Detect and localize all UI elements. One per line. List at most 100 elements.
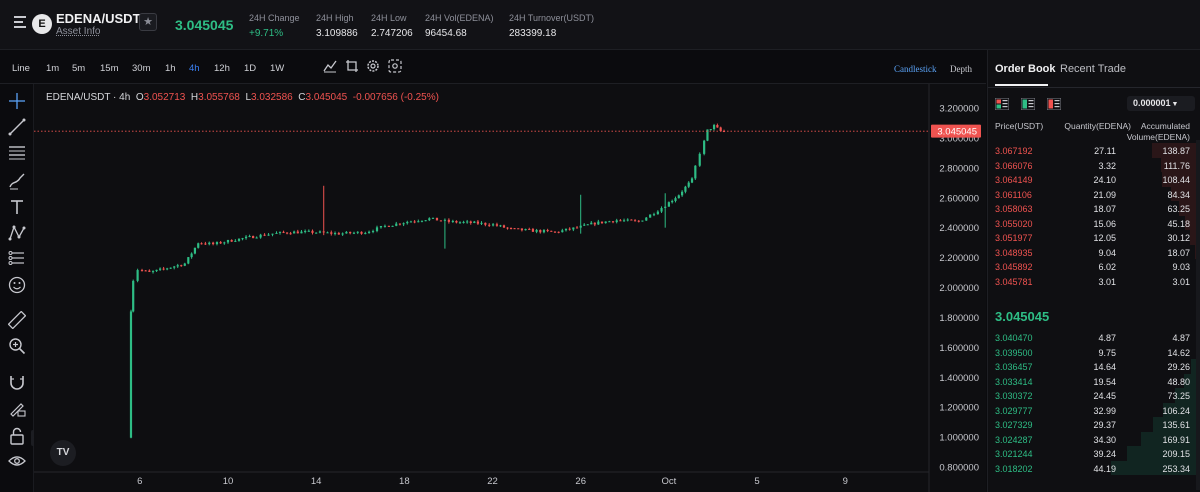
bid-row[interactable]: 3.029777 32.99 106.24 [988, 402, 1200, 417]
eye-icon[interactable] [8, 452, 26, 470]
ask-row[interactable]: 3.061106 21.09 84.34 [988, 186, 1200, 201]
legend-open: 3.052713 [143, 92, 186, 103]
timeframe-15m[interactable]: 15m [100, 63, 119, 74]
indicators-icon[interactable] [323, 59, 337, 73]
price-chart[interactable]: EDENA/USDT · 4h O3.052713 H3.055768 L3.0… [34, 84, 986, 492]
crop-icon[interactable] [345, 59, 359, 73]
screenshot-icon[interactable] [388, 59, 402, 73]
ask-row[interactable]: 3.051977 12.05 30.12 [988, 230, 1200, 245]
candle-body [473, 221, 476, 223]
ask-row[interactable]: 3.067192 27.11 138.87 [988, 143, 1200, 158]
timeframe-1d[interactable]: 1D [244, 63, 257, 74]
tab-order-book[interactable]: Order Book [995, 63, 1056, 75]
ask-row[interactable]: 3.045892 6.02 9.03 [988, 259, 1200, 274]
precision-dropdown[interactable]: 0.000001▼ [1127, 96, 1195, 111]
magnet-icon[interactable] [8, 373, 26, 391]
depth-bar [1163, 402, 1200, 417]
candle-body [223, 242, 226, 244]
view-asks-icon[interactable] [1047, 98, 1061, 110]
timeframe-4h[interactable]: 4h [189, 63, 200, 74]
ask-row[interactable]: 3.058063 18.07 63.25 [988, 201, 1200, 216]
ask-qty: 9.04 [1098, 247, 1116, 258]
depth-bar [1171, 186, 1200, 201]
y-tick-label: 1.800000 [939, 313, 979, 324]
candle-body [535, 229, 538, 232]
candle-body [326, 232, 329, 234]
timeframe-line[interactable]: Line [12, 63, 30, 74]
candle-body [645, 217, 648, 221]
y-tick-label: 1.400000 [939, 373, 979, 384]
trend-line-icon[interactable] [8, 118, 26, 136]
brush-icon[interactable] [8, 172, 26, 190]
ask-acc: 108.44 [1162, 175, 1190, 185]
fib-icon[interactable] [8, 250, 26, 268]
candle-body [671, 200, 674, 203]
legend-high: 3.055768 [198, 92, 240, 103]
emoji-icon[interactable] [8, 276, 26, 294]
view-bids-icon[interactable] [1021, 98, 1035, 110]
bid-row[interactable]: 3.033414 19.54 48.80 [988, 373, 1200, 388]
lock-icon[interactable] [8, 427, 26, 445]
stat-label: 24H Low [371, 13, 407, 23]
pattern-icon[interactable] [8, 224, 26, 242]
pair-name[interactable]: EDENA/USDT [56, 11, 141, 26]
bid-row[interactable]: 3.036457 14.64 29.26 [988, 359, 1200, 374]
legend-close: 3.045045 [305, 92, 348, 103]
candle-body [371, 231, 375, 233]
ask-row[interactable]: 3.045781 3.01 3.01 [988, 273, 1200, 288]
depth-bar [1183, 373, 1200, 388]
horizontal-lines-icon[interactable] [8, 144, 26, 162]
bid-price: 3.024287 [995, 434, 1033, 445]
zoom-icon[interactable] [8, 337, 26, 355]
depth-bar [1190, 359, 1200, 374]
timeframe-12h[interactable]: 12h [214, 63, 230, 74]
menu-icon[interactable] [14, 16, 28, 28]
ask-acc: 18.07 [1167, 247, 1190, 258]
timeframe-1m[interactable]: 1m [46, 63, 60, 74]
bid-row[interactable]: 3.039500 9.75 14.62 [988, 344, 1200, 359]
candle-body [345, 231, 348, 234]
chart-type-candlestick[interactable]: Candlestick [894, 64, 937, 74]
ask-row[interactable]: 3.048935 9.04 18.07 [988, 244, 1200, 259]
gear-icon[interactable] [366, 59, 380, 73]
orderbook-scrollbar[interactable] [1196, 140, 1200, 490]
y-tick-label: 2.600000 [939, 193, 979, 204]
bid-row[interactable]: 3.018202 44.19 253.34 [988, 460, 1200, 475]
ask-row[interactable]: 3.055020 15.06 45.18 [988, 215, 1200, 230]
chart-type-depth[interactable]: Depth [950, 64, 972, 74]
ask-row[interactable]: 3.064149 24.10 108.44 [988, 172, 1200, 187]
text-tool-icon[interactable] [8, 198, 26, 216]
legend-change: -0.007656 (-0.25%) [352, 92, 439, 103]
timeframe-1w[interactable]: 1W [270, 63, 285, 74]
bid-price: 3.027329 [995, 420, 1033, 430]
view-both-icon[interactable] [995, 98, 1009, 110]
tab-recent-trade[interactable]: Recent Trade [1060, 63, 1127, 75]
candle-body [187, 257, 190, 264]
candle-body [593, 222, 596, 225]
bid-row[interactable]: 3.021244 39.24 209.15 [988, 446, 1200, 461]
bid-row[interactable]: 3.027329 29.37 135.61 [988, 417, 1200, 432]
ask-price: 3.067192 [995, 146, 1033, 156]
bid-row[interactable]: 3.024287 34.30 169.91 [988, 431, 1200, 446]
candlestick-svg[interactable]: 3.200000 3.000000 2.800000 2.600000 2.400000… [34, 84, 986, 492]
candle-body [499, 225, 502, 227]
ask-row[interactable]: 3.066076 3.32 111.76 [988, 157, 1200, 172]
crosshair-icon[interactable] [8, 92, 26, 110]
candle-body [451, 220, 454, 222]
y-tick-label: 3.200000 [939, 104, 979, 115]
candle-body [204, 243, 207, 245]
bid-row[interactable]: 3.030372 24.45 73.25 [988, 388, 1200, 403]
timeframe-30m[interactable]: 30m [132, 63, 151, 74]
candle-body [466, 221, 469, 223]
timeframe-1h[interactable]: 1h [165, 63, 176, 74]
favorite-star-icon[interactable]: ★ [139, 13, 157, 31]
candle-body [694, 165, 697, 179]
timeframe-5m[interactable]: 5m [72, 63, 86, 74]
asset-info-link[interactable]: Asset Info [56, 26, 101, 37]
x-tick-label: 10 [223, 476, 234, 487]
candle-body [684, 186, 687, 192]
y-tick-label: 1.600000 [939, 343, 979, 354]
ruler-icon[interactable] [8, 311, 26, 329]
lock-drawing-icon[interactable] [8, 399, 26, 417]
bid-row[interactable]: 3.040470 4.87 4.87 [988, 330, 1200, 345]
